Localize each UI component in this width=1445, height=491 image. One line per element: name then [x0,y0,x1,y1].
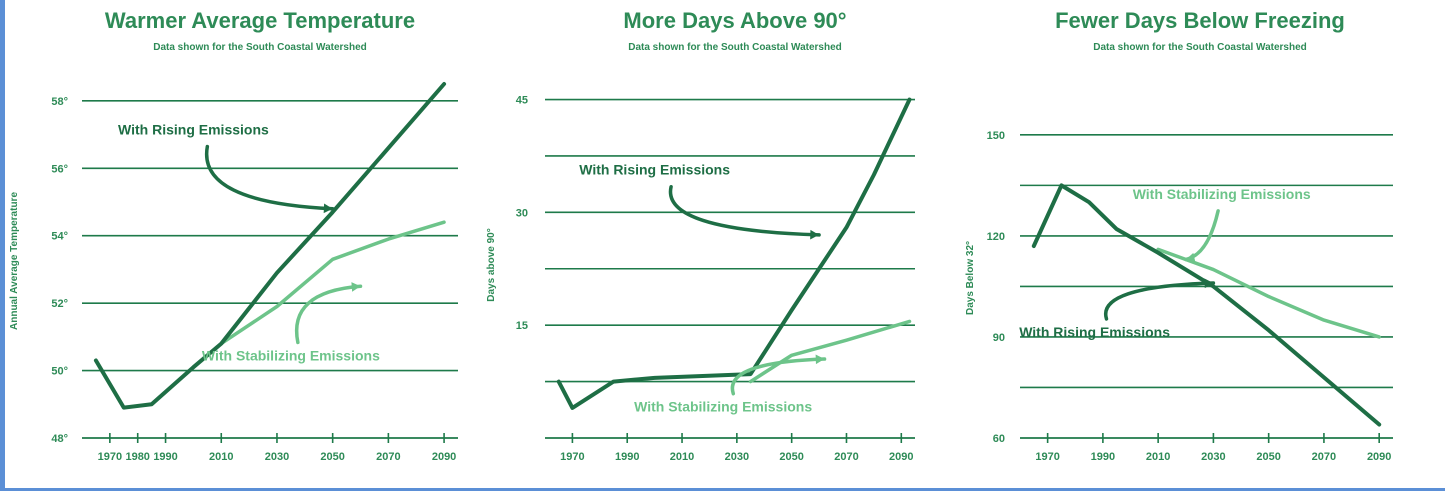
annotation-label: With Rising Emissions [579,162,730,178]
series-line-rising [1031,183,1382,427]
series-line-stabilizing [748,319,912,384]
y-axis-label: Days above 90° [486,228,497,302]
x-tick-label: 1990 [153,451,177,463]
annotation-label: With Rising Emissions [118,122,269,138]
annotation-arrow [1103,281,1216,321]
x-tick-label: 1980 [125,451,149,463]
x-tick-label: 2010 [1146,451,1170,463]
x-tick-label: 2010 [670,451,694,463]
x-tick-label: 2050 [320,451,344,463]
x-tick-label: 2010 [209,451,233,463]
y-tick-label: 48° [51,433,68,445]
x-tick-label: 1970 [98,451,122,463]
annotation-label: With Stabilizing Emissions [634,399,812,415]
annotation-arrowhead [815,354,825,365]
y-tick-label: 15 [516,320,528,332]
annotation-arrowhead [323,203,333,214]
series-line-rising [93,82,447,410]
y-tick-label: 56° [51,163,68,175]
annotation-arrowhead [1204,278,1214,289]
y-tick-label: 58° [51,96,68,108]
x-tick-label: 2090 [432,451,456,463]
annotation-arrowhead [351,282,361,292]
x-tick-label: 2070 [834,451,858,463]
chart-title: Warmer Average Temperature [105,8,415,33]
y-tick-label: 60 [993,433,1005,445]
y-tick-label: 30 [516,207,528,219]
y-tick-label: 52° [51,298,68,310]
chart-subtitle: Data shown for the South Coastal Watersh… [153,42,367,53]
chart-panel-2: More Days Above 90° Data shown for the So… [486,8,915,463]
annotation-arrowhead [1185,252,1196,263]
chart-subtitle: Data shown for the South Coastal Watersh… [1093,42,1307,53]
series-line-stabilizing [1156,247,1381,339]
x-tick-label: 1990 [1091,451,1115,463]
x-tick-label: 2050 [779,451,803,463]
chart-subtitle: Data shown for the South Coastal Watersh… [628,42,842,53]
annotation-label: With Stabilizing Emissions [1133,186,1311,202]
annotation-label: With Rising Emissions [1019,324,1170,340]
chart-title: More Days Above 90° [623,8,846,33]
x-tick-label: 2070 [1312,451,1336,463]
x-tick-label: 2030 [725,451,749,463]
y-tick-label: 90 [993,332,1005,344]
x-tick-label: 1990 [615,451,639,463]
chart-panel-3: Fewer Days Below Freezing Data shown for … [965,8,1393,463]
series-line-stabilizing [219,220,446,346]
x-tick-label: 2030 [1201,451,1225,463]
y-tick-label: 120 [987,231,1005,243]
window-bottom-border [0,488,1445,491]
annotation-arrow [730,357,827,396]
x-tick-label: 1970 [1035,451,1059,463]
y-tick-label: 150 [987,130,1005,142]
annotation-label: With Stabilizing Emissions [202,347,380,363]
x-tick-label: 1970 [560,451,584,463]
y-axis-label: Annual Average Temperature [9,192,20,330]
y-tick-label: 54° [51,231,68,243]
y-tick-label: 50° [51,366,68,378]
window-left-border [0,0,5,491]
x-tick-label: 2050 [1256,451,1280,463]
y-tick-label: 45 [516,95,528,107]
annotation-arrow [204,144,335,211]
series-line-rising [556,97,912,410]
x-tick-label: 2070 [376,451,400,463]
chart-panel-1: Warmer Average Temperature Data shown for… [9,8,458,463]
x-tick-label: 2090 [889,451,913,463]
x-tick-label: 2090 [1367,451,1391,463]
chart-title: Fewer Days Below Freezing [1055,8,1345,33]
annotation-arrow [294,284,363,345]
annotation-arrow [668,184,821,237]
x-tick-label: 2030 [265,451,289,463]
annotation-arrowhead [810,229,820,240]
y-axis-label: Days Below 32° [965,241,976,315]
